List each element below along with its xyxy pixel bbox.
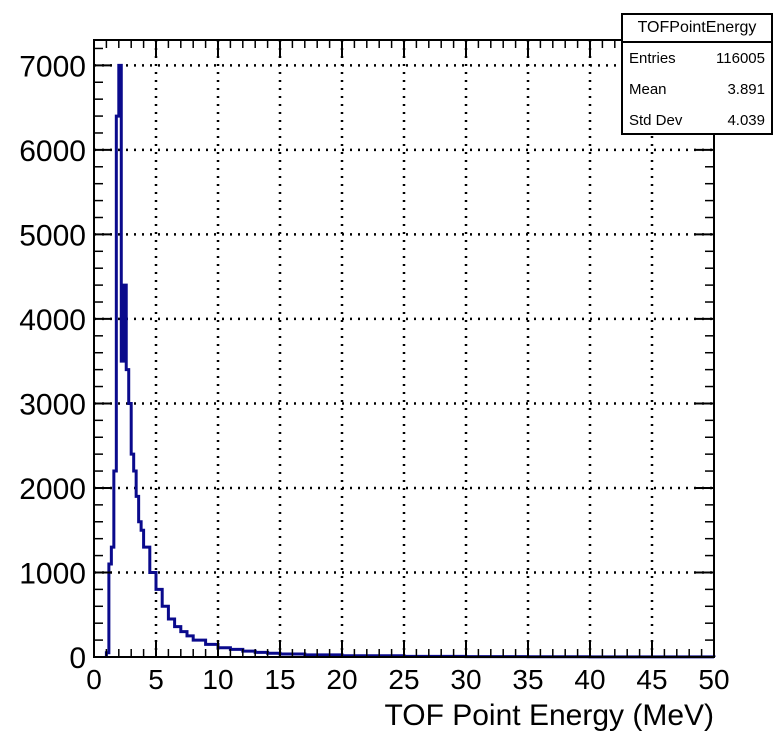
y-tick-label: 7000 (19, 50, 86, 83)
x-tick-label: 35 (512, 664, 543, 695)
axis-tick-labels: 0 5 10 15 20 25 30 35 40 45 50 0 1000 2000 3000 4000 500… (19, 50, 729, 695)
stats-label: Mean (629, 81, 667, 98)
stats-value: 3.891 (727, 81, 765, 98)
stats-value: 116005 (716, 50, 765, 67)
x-tick-label: 45 (636, 664, 667, 695)
x-tick-label: 15 (264, 664, 295, 695)
y-tick-label: 2000 (19, 473, 86, 506)
x-axis-title: TOF Point Energy (MeV) (384, 699, 714, 732)
stats-value: 4.039 (727, 112, 765, 129)
x-tick-label: 25 (388, 664, 419, 695)
histogram-line (104, 63, 716, 659)
y-tick-label: 5000 (19, 219, 86, 252)
stats-row-entries: Entries 116005 (623, 43, 771, 74)
x-tick-label: 50 (698, 664, 729, 695)
stats-row-stddev: Std Dev 4.039 (623, 105, 771, 136)
y-tick-label: 0 (69, 642, 86, 675)
histogram-series (104, 63, 716, 659)
y-tick-label: 4000 (19, 304, 86, 337)
x-tick-label: 0 (86, 664, 102, 695)
stats-label: Std Dev (629, 112, 683, 129)
x-tick-label: 5 (148, 664, 164, 695)
y-tick-label: 3000 (19, 388, 86, 421)
stats-row-mean: Mean 3.891 (623, 74, 771, 105)
x-tick-label: 40 (574, 664, 605, 695)
x-tick-label: 20 (326, 664, 357, 695)
y-tick-label: 1000 (19, 557, 86, 590)
stats-box: TOFPointEnergy Entries 116005 Mean 3.891… (621, 13, 773, 135)
y-tick-label: 6000 (19, 135, 86, 168)
x-tick-label: 10 (202, 664, 233, 695)
stats-title: TOFPointEnergy (623, 15, 771, 43)
stats-label: Entries (629, 50, 676, 67)
x-tick-label: 30 (450, 664, 481, 695)
